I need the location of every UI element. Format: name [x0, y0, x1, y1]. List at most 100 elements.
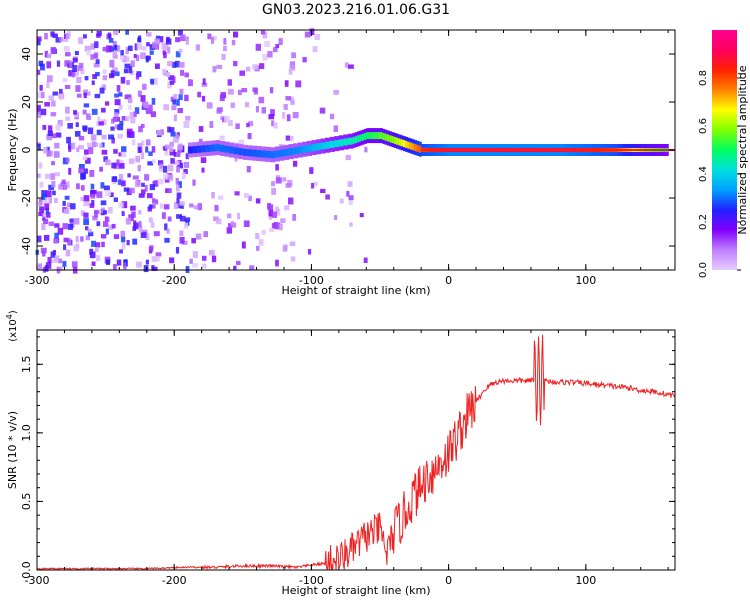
spectrogram-cell	[62, 260, 67, 267]
spectrogram-ridge-segment	[407, 141, 411, 149]
spectrogram-cell	[175, 184, 180, 192]
spectrogram-cell	[137, 37, 142, 42]
spectrogram-cell	[127, 173, 131, 178]
spectrogram-cell	[114, 99, 121, 106]
spectrogram-cell	[150, 221, 155, 228]
spectrogram-cell	[238, 139, 245, 146]
spectrogram-cell	[67, 123, 73, 129]
spectrogram-ridge-segment	[405, 140, 409, 148]
spectrogram-cell	[177, 107, 184, 114]
spectrogram-cell	[62, 77, 68, 83]
spectrogram-cell	[201, 95, 206, 102]
spectrogram-cell	[150, 111, 157, 118]
spectrogram-cell	[179, 237, 185, 244]
spectrogram-cell	[184, 94, 189, 102]
spectrogram-ridge-segment	[370, 132, 374, 140]
spectrogram-cell	[304, 31, 311, 38]
spectrogram-cell	[289, 135, 294, 142]
spectrogram-cell	[212, 66, 217, 73]
spectrogram-ridge-segment	[416, 144, 420, 152]
spectrogram-cell	[121, 116, 126, 121]
spectrogram-cell	[83, 92, 87, 99]
spectrogram-cell	[135, 180, 141, 188]
spectrogram-cell	[52, 190, 56, 196]
spectrogram-cell	[144, 185, 148, 192]
spectrogram-cell	[105, 228, 109, 235]
spectrogram-cell	[50, 173, 56, 180]
spectrogram-cell	[110, 59, 115, 65]
spectrogram-cell	[275, 44, 280, 49]
spectrogram-cell	[227, 79, 232, 86]
spectrogram-cell	[282, 245, 288, 252]
spectrogram-cell	[176, 198, 180, 204]
spectrogram-cell	[86, 91, 91, 96]
spectrogram-cell	[152, 159, 156, 164]
spectrogram-cell	[61, 179, 66, 184]
x-tick-label: -200	[162, 274, 187, 287]
spectrogram-cell	[177, 203, 182, 209]
spectrogram-cell	[78, 135, 85, 141]
spectrogram-cell	[100, 234, 107, 239]
spectrogram-cell	[270, 181, 276, 187]
spectrogram-cell	[37, 111, 42, 118]
spectrogram-cell	[131, 139, 136, 146]
spectrogram-cell	[114, 109, 120, 115]
spectrogram-cell	[64, 84, 71, 89]
spectrogram-ridge-segment	[261, 150, 267, 158]
spectrogram-cell	[138, 221, 142, 228]
x-tick-label: 100	[575, 574, 596, 587]
spectrogram-ridge-segment	[206, 144, 212, 152]
spectrogram-cell	[137, 143, 142, 150]
spectrogram-cell	[63, 244, 67, 251]
spectrogram-cell	[58, 258, 63, 264]
spectrogram-cell	[333, 90, 339, 95]
spectrogram-cell	[192, 263, 199, 268]
spectrogram-cell	[105, 45, 112, 53]
spectrogram-cell	[179, 201, 185, 206]
spectrogram-cell	[94, 93, 101, 99]
spectrogram-cell	[307, 248, 312, 255]
spectrogram-cell	[38, 60, 44, 67]
y-tick-label: 1.0	[20, 424, 33, 442]
spectrogram-cell	[183, 161, 190, 168]
spectrogram-cell	[40, 247, 47, 254]
spectrogram-cell	[169, 257, 175, 264]
spectrogram-cell	[68, 223, 74, 230]
spectrogram-cell	[258, 239, 264, 246]
spectrogram-cell	[347, 181, 353, 187]
spectrogram-cell	[39, 206, 45, 213]
spectrogram-cell	[60, 93, 64, 100]
spectrogram-cell	[314, 33, 321, 40]
spectrogram-cell	[236, 212, 241, 220]
spectrogram-cell	[172, 136, 179, 143]
spectrogram-ridge-segment	[288, 148, 294, 156]
spectrogram-cell	[255, 43, 262, 51]
spectrogram-cell	[193, 205, 199, 210]
spectrogram-cell	[235, 123, 240, 130]
spectrogram-cell	[93, 53, 98, 59]
spectrogram-cell	[364, 146, 368, 153]
spectrogram-cell	[223, 38, 227, 45]
spectrogram-cell	[47, 197, 52, 204]
spectrogram-cell	[133, 220, 137, 228]
spectrogram-cell	[76, 147, 80, 153]
spectrogram-cell	[188, 79, 192, 86]
spectrogram-x-ticks: -300 -200 -100 0 100	[25, 30, 669, 287]
spectrogram-cell	[275, 177, 282, 184]
spectrogram-cell	[50, 31, 55, 37]
spectrogram-cell	[37, 36, 42, 42]
spectrogram-cell	[246, 165, 251, 173]
spectrogram-cell	[46, 190, 52, 198]
snr-x-axis-label: Height of straight line (km)	[281, 584, 430, 597]
spectrogram-cell	[223, 115, 230, 122]
spectrogram-ridge-segment	[251, 149, 258, 157]
spectrogram-cell	[248, 195, 252, 202]
spectrogram-cell	[289, 241, 296, 247]
spectrogram-cell	[151, 256, 157, 263]
spectrogram-cell	[170, 131, 176, 137]
spectrogram-cell	[167, 126, 171, 133]
spectrogram-y-axis-label: Frequency (Hz)	[6, 109, 19, 192]
spectrogram-cell	[46, 81, 50, 88]
spectrogram-cell	[133, 111, 137, 118]
spectrogram-cell	[266, 202, 272, 210]
